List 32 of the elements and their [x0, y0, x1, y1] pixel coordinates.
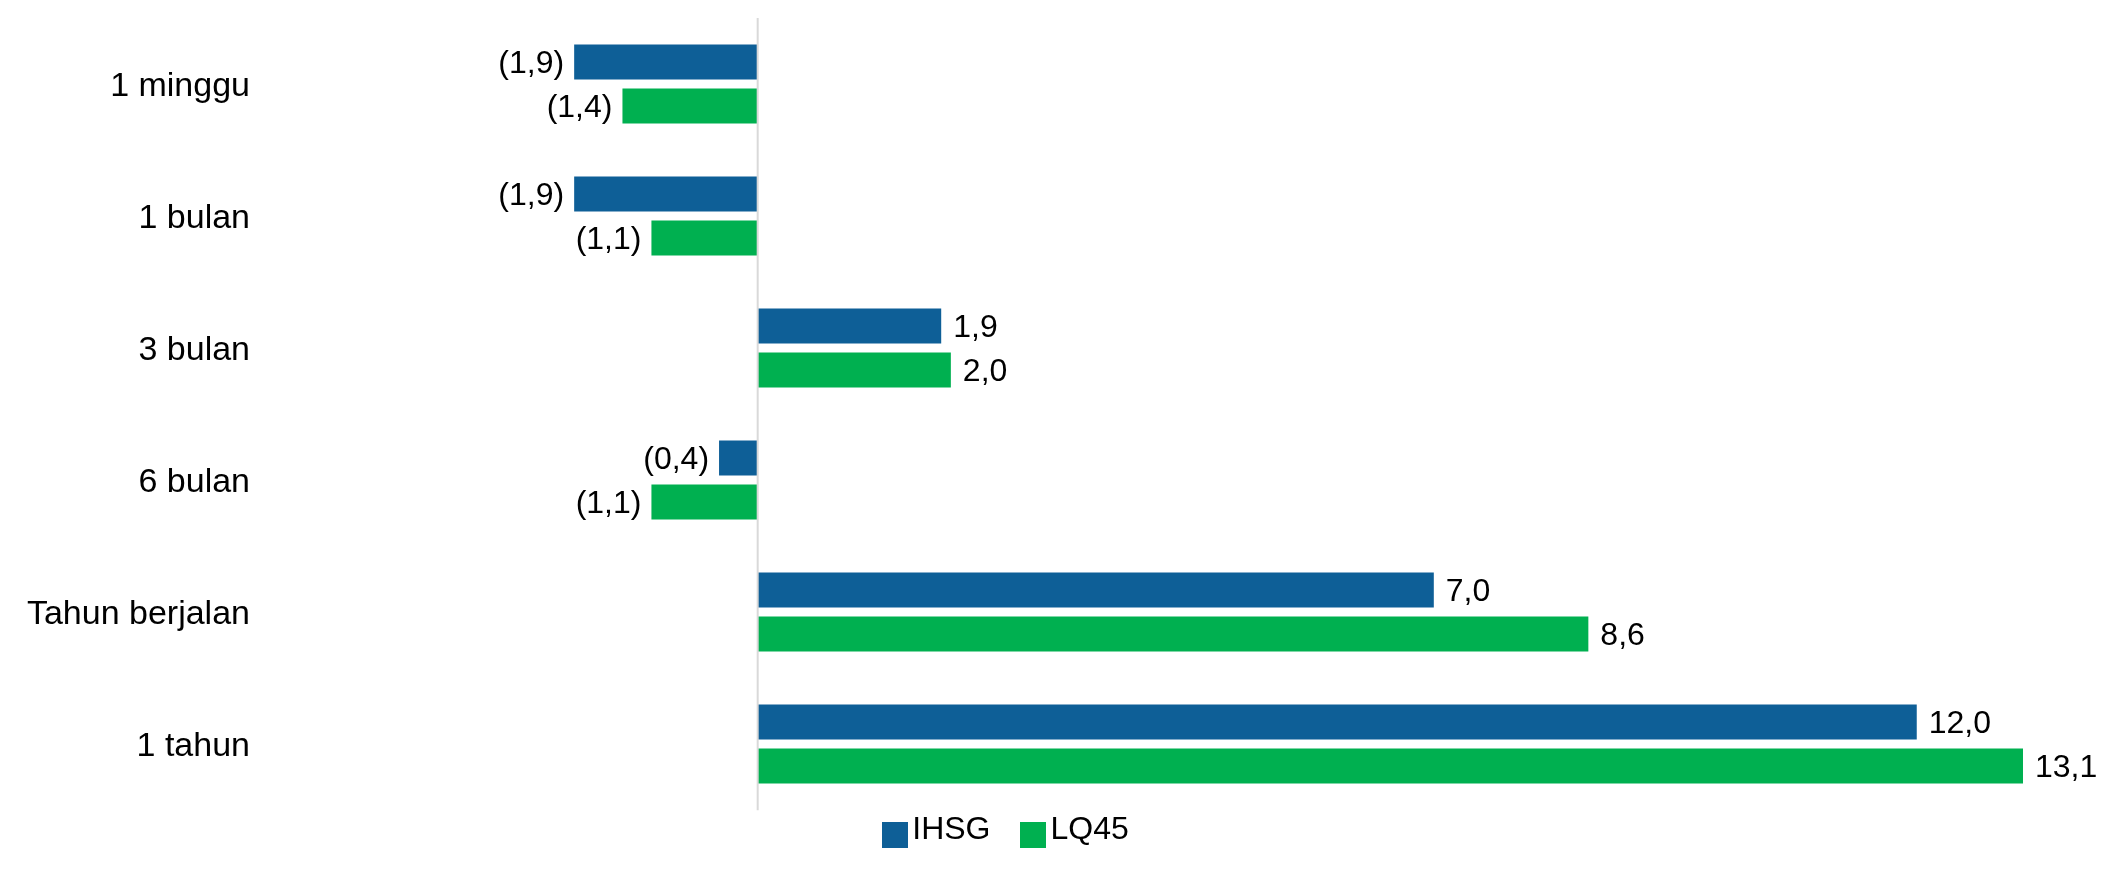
bar	[757, 748, 2023, 784]
data-label: 1,9	[953, 308, 998, 345]
legend-label: IHSG	[912, 810, 991, 847]
y-tick-label: 6 bulan	[138, 461, 250, 500]
data-label: (1,9)	[498, 44, 565, 81]
bar	[757, 616, 1589, 652]
bar	[757, 308, 942, 344]
bar	[757, 352, 951, 388]
legend-label: LQ45	[1050, 810, 1129, 847]
y-tick-label: 1 bulan	[138, 197, 250, 236]
bar	[574, 44, 758, 80]
data-label: (1,4)	[546, 88, 613, 125]
y-tick-label: 1 tahun	[136, 725, 250, 764]
bar	[757, 572, 1434, 608]
bar	[757, 704, 1917, 740]
data-label: 2,0	[962, 352, 1008, 389]
bar	[651, 484, 758, 520]
data-label: 7,0	[1445, 572, 1491, 609]
bar	[719, 440, 758, 476]
data-label: (1,1)	[575, 484, 642, 521]
y-tick-label: 3 bulan	[138, 329, 250, 368]
y-tick-label: 1 minggu	[110, 65, 250, 104]
bar	[574, 176, 758, 212]
data-label: (0,4)	[643, 440, 710, 477]
bar	[622, 88, 758, 124]
data-label: (1,9)	[498, 176, 565, 213]
data-label: 13,1	[2035, 748, 2098, 785]
y-tick-label: Tahun berjalan	[26, 593, 250, 632]
data-label: (1,1)	[575, 220, 642, 257]
data-label: 12,0	[1928, 704, 1992, 741]
data-label: 8,6	[1600, 616, 1645, 653]
bar	[651, 220, 758, 256]
